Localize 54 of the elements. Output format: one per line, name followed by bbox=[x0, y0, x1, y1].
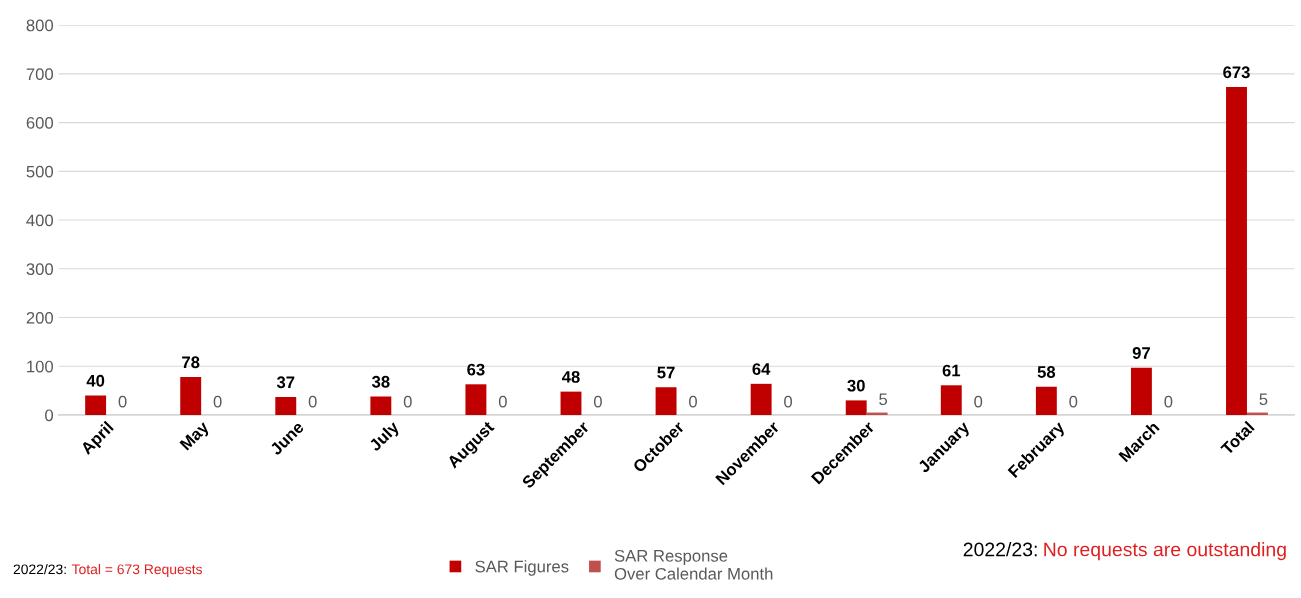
bar bbox=[750, 383, 772, 416]
bar bbox=[940, 385, 962, 416]
data-label: 0 bbox=[689, 395, 697, 408]
data-label: 61 bbox=[942, 364, 961, 377]
data-label: 0 bbox=[974, 395, 983, 408]
bar bbox=[655, 387, 677, 416]
text: No requests are outstanding bbox=[1044, 542, 1286, 561]
data-label: 0 bbox=[118, 395, 127, 408]
y-tick-label: 300 bbox=[26, 263, 54, 275]
text: 2022/23: bbox=[963, 542, 1037, 557]
y-tick-label: 700 bbox=[26, 68, 54, 81]
data-label: 58 bbox=[1037, 366, 1056, 378]
data-label: 63 bbox=[467, 363, 485, 376]
data-label: 0 bbox=[1069, 395, 1078, 408]
data-label: 0 bbox=[213, 395, 222, 408]
data-label: 57 bbox=[657, 366, 675, 379]
data-label: 0 bbox=[308, 395, 317, 408]
data-label: 64 bbox=[752, 363, 771, 375]
text: Total = 673 Requests bbox=[71, 564, 202, 577]
y-tick-label: 100 bbox=[27, 360, 54, 373]
data-label: 0 bbox=[784, 395, 793, 408]
bar bbox=[465, 384, 487, 416]
y-tick-label: 600 bbox=[26, 116, 54, 129]
y-tick-label: 200 bbox=[26, 311, 54, 324]
y-tick-label: 0 bbox=[45, 409, 54, 422]
data-label: 37 bbox=[276, 376, 295, 389]
data-label: 5 bbox=[879, 393, 888, 406]
bar bbox=[275, 396, 297, 416]
data-label: 5 bbox=[1259, 393, 1268, 406]
bar bbox=[180, 377, 202, 416]
data-label: 0 bbox=[593, 395, 602, 408]
bar bbox=[1130, 367, 1152, 416]
data-label: 0 bbox=[1164, 395, 1173, 408]
bar bbox=[370, 396, 392, 416]
y-tick-label: 800 bbox=[26, 19, 54, 32]
y-tick-label: 400 bbox=[26, 214, 54, 227]
data-label: 0 bbox=[403, 395, 412, 408]
data-label: 673 bbox=[1223, 66, 1250, 79]
data-label: 97 bbox=[1132, 347, 1150, 359]
y-tick-label: 500 bbox=[26, 165, 54, 178]
data-label: 0 bbox=[498, 395, 507, 408]
bar bbox=[1035, 386, 1057, 416]
data-label: 38 bbox=[371, 375, 390, 388]
bar bbox=[845, 400, 867, 416]
bar bbox=[85, 395, 107, 416]
legend-label: SAR Response Over Calendar Month bbox=[614, 549, 773, 580]
bar bbox=[1226, 87, 1247, 416]
legend-label: SAR Figures bbox=[475, 560, 569, 576]
bar bbox=[560, 391, 582, 416]
data-label: 48 bbox=[561, 370, 580, 383]
data-label: 78 bbox=[182, 356, 200, 369]
text: 2022/23: bbox=[13, 564, 66, 575]
data-label: 40 bbox=[86, 374, 105, 387]
data-label: 30 bbox=[847, 379, 865, 392]
